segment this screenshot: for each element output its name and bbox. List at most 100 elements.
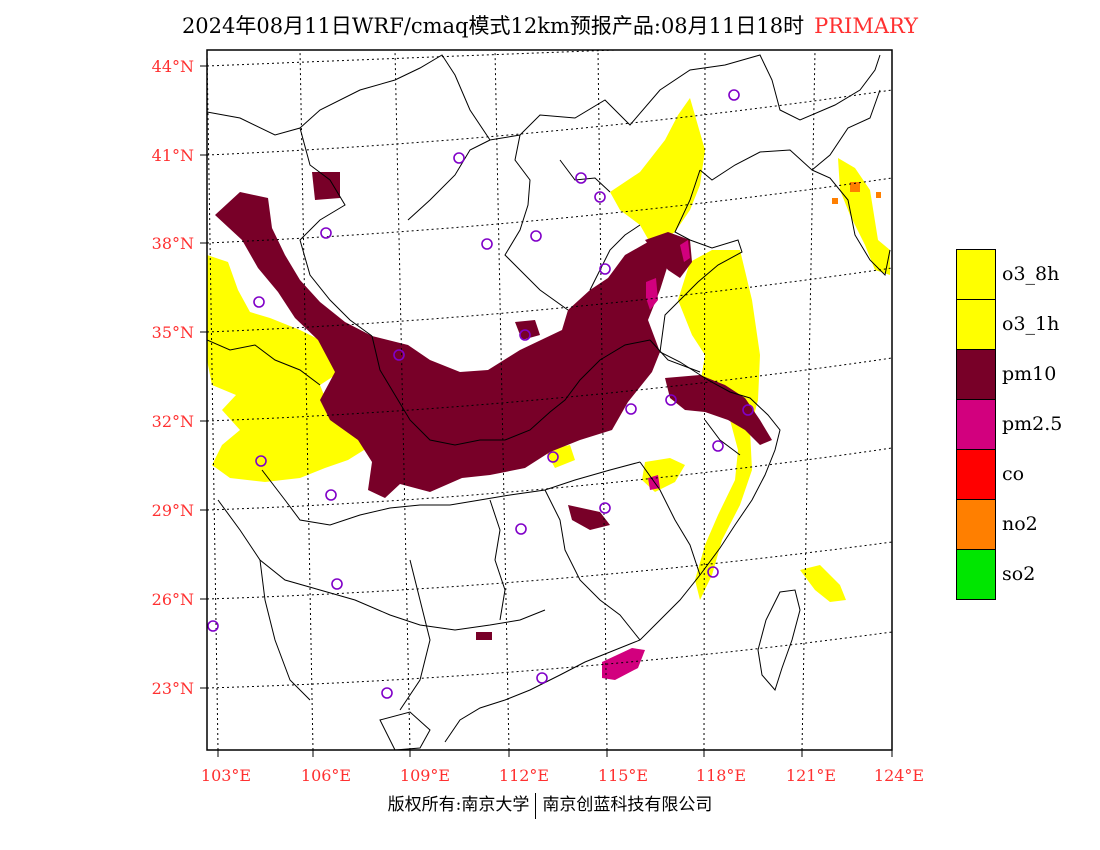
- map-frame: [206, 49, 893, 751]
- station-marker[interactable]: [393, 349, 405, 361]
- province-border-7: [371, 335, 651, 446]
- station-marker[interactable]: [530, 230, 542, 242]
- meridian-109e: [394, 50, 411, 750]
- lon-label-115e: 115°E: [598, 766, 648, 785]
- lat-label-23n: 23°N: [152, 679, 194, 698]
- title-text: 2024年08月11日WRF/cmaq模式12km预报产品:08月11日18时: [181, 14, 805, 38]
- station-marker[interactable]: [599, 502, 611, 514]
- province-border-2: [407, 139, 491, 221]
- pm10-area-main: [215, 192, 672, 498]
- lat-label-32n: 32°N: [152, 412, 194, 431]
- meridian-115e: [597, 50, 608, 750]
- legend-item-co: co: [956, 449, 1100, 499]
- parallel-44n: [207, 50, 630, 67]
- meridian-121e: [801, 50, 816, 750]
- station-marker[interactable]: [381, 687, 393, 699]
- footer-separator: [535, 792, 537, 819]
- latitude-labels: 44°N 41°N 38°N 35°N 32°N 29°N 26°N 23°N: [152, 57, 194, 698]
- taiwan-outline: [757, 589, 801, 692]
- station-marker[interactable]: [599, 263, 611, 275]
- lat-label-29n: 29°N: [152, 501, 194, 520]
- legend-swatch: [956, 399, 996, 449]
- no2-area-korea-east: [876, 192, 881, 198]
- station-marker[interactable]: [575, 172, 587, 184]
- province-border-4: [559, 159, 611, 193]
- station-marker[interactable]: [547, 451, 559, 463]
- province-border-10: [489, 499, 506, 621]
- meridian-118e: [703, 50, 706, 750]
- lat-label-38n: 38°N: [152, 234, 194, 253]
- legend-item-o3-1h: o3_1h: [956, 299, 1100, 349]
- legend-label: co: [1002, 463, 1025, 485]
- legend-label: o3_1h: [1002, 313, 1060, 335]
- meridian-103e: [207, 50, 219, 750]
- pm10-area-guangdong: [476, 632, 492, 640]
- station-marker[interactable]: [707, 566, 719, 578]
- station-marker[interactable]: [207, 620, 219, 632]
- pm25-area-guangdong-coast: [602, 648, 645, 680]
- province-border-14: [259, 559, 311, 701]
- station-marker[interactable]: [515, 523, 527, 535]
- station-marker[interactable]: [536, 672, 548, 684]
- lon-label-121e: 121°E: [786, 766, 836, 785]
- parallel-35n: [207, 267, 892, 333]
- copyright-university: 版权所有:南京大学: [387, 795, 530, 815]
- lon-label-106e: 106°E: [301, 766, 351, 785]
- korea-outline: [811, 169, 891, 277]
- longitude-axis: [217, 750, 893, 757]
- parallel-38n: [207, 177, 892, 244]
- pm10-area-jiangxi: [568, 505, 610, 530]
- no2-area-korea: [850, 182, 860, 192]
- legend-swatch: [956, 549, 996, 600]
- pm25-area-hebei: [680, 240, 690, 262]
- station-marker[interactable]: [453, 152, 465, 164]
- lon-label-103e: 103°E: [201, 766, 251, 785]
- station-marker[interactable]: [255, 455, 267, 467]
- lat-label-35n: 35°N: [152, 323, 194, 342]
- province-border-12: [639, 461, 701, 576]
- pm10-area-yangtze-delta: [665, 375, 772, 445]
- graticule: [207, 50, 892, 750]
- lat-label-26n: 26°N: [152, 590, 194, 609]
- province-border-3: [504, 134, 569, 311]
- legend-label: no2: [1002, 513, 1038, 535]
- province-border-9: [217, 499, 546, 631]
- lon-label-109e: 109°E: [400, 766, 450, 785]
- pm25-area-layer: [602, 240, 690, 680]
- pm10-area-layer: [215, 172, 772, 640]
- station-marker[interactable]: [331, 578, 343, 590]
- lon-label-124e: 124°E: [874, 766, 924, 785]
- hainan-outline: [379, 711, 431, 750]
- station-marker[interactable]: [320, 227, 332, 239]
- province-border-16: [704, 419, 741, 456]
- station-marker[interactable]: [481, 238, 493, 250]
- map-content: [207, 50, 892, 750]
- o3-area-taiwan-strait: [800, 565, 846, 602]
- copyright-footer: 版权所有:南京大学 南京创蓝科技有限公司: [0, 790, 1100, 819]
- parallel-29n: [207, 447, 892, 511]
- station-marker[interactable]: [594, 191, 606, 203]
- station-marker[interactable]: [519, 329, 531, 341]
- station-marker[interactable]: [625, 403, 637, 415]
- o3-area-jiangnan: [642, 458, 685, 492]
- province-border-15: [649, 339, 701, 373]
- station-markers: [207, 89, 754, 699]
- station-marker[interactable]: [253, 296, 265, 308]
- station-marker[interactable]: [712, 440, 724, 452]
- no2-area-yellow-sea: [832, 198, 838, 204]
- meridian-106e: [299, 50, 314, 750]
- parallel-41n: [207, 89, 892, 156]
- legend-swatch: [956, 499, 996, 549]
- no2-area-layer: [832, 182, 881, 204]
- legend-item-pm25: pm2.5: [956, 399, 1100, 449]
- province-border-6: [207, 339, 321, 386]
- station-marker[interactable]: [742, 404, 754, 416]
- legend-swatch: [956, 299, 996, 349]
- legend-item-so2: so2: [956, 549, 1100, 600]
- station-marker[interactable]: [728, 89, 740, 101]
- longitude-labels: 103°E 106°E 109°E 112°E 115°E 118°E 121°…: [201, 766, 924, 785]
- parallel-32n: [207, 357, 892, 422]
- station-marker[interactable]: [665, 394, 677, 406]
- station-marker[interactable]: [325, 489, 337, 501]
